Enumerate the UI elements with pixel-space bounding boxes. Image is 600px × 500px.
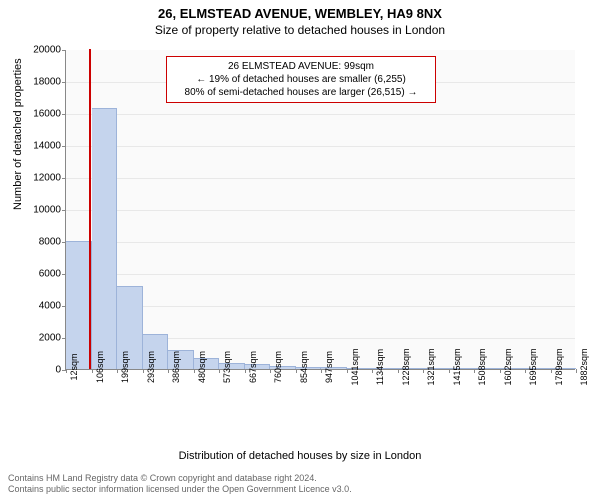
footer-line-2: Contains public sector information licen… [8,484,352,496]
x-tick-label: 854sqm [299,351,309,383]
x-tick-mark [398,369,399,373]
x-tick-label: 1508sqm [477,348,487,385]
y-tick-mark [62,178,66,179]
x-tick-mark [576,369,577,373]
x-tick-label: 12sqm [69,353,79,380]
x-tick-mark [117,369,118,373]
y-tick-label: 6000 [11,269,61,280]
x-tick-mark [551,369,552,373]
x-tick-mark [245,369,246,373]
x-tick-mark [372,369,373,373]
x-tick-mark [270,369,271,373]
grid-line [66,114,575,115]
y-tick-label: 4000 [11,301,61,312]
y-tick-mark [62,114,66,115]
grid-line [66,242,575,243]
x-tick-mark [194,369,195,373]
x-tick-mark [92,369,93,373]
x-tick-mark [347,369,348,373]
x-tick-label: 1134sqm [375,349,385,385]
x-tick-mark [500,369,501,373]
y-tick-label: 8000 [11,237,61,248]
y-tick-label: 14000 [11,141,61,152]
grid-line [66,274,575,275]
chart-area: 0200040006000800010000120001400016000180… [65,50,575,400]
x-tick-mark [449,369,450,373]
y-tick-label: 2000 [11,333,61,344]
x-tick-label: 1789sqm [554,348,564,385]
y-tick-label: 0 [11,365,61,376]
x-tick-label: 293sqm [146,351,156,383]
x-tick-label: 480sqm [197,351,207,383]
annotation-line1: 26 ELMSTEAD AVENUE: 99sqm [173,60,429,73]
main-title: 26, ELMSTEAD AVENUE, WEMBLEY, HA9 8NX [0,0,600,21]
y-tick-label: 18000 [11,77,61,88]
annotation-line2: ← 19% of detached houses are smaller (6,… [173,73,429,86]
x-axis-label: Distribution of detached houses by size … [0,450,600,462]
x-tick-mark [66,369,67,373]
y-tick-mark [62,82,66,83]
y-tick-mark [62,210,66,211]
y-tick-mark [62,50,66,51]
grid-line [66,210,575,211]
property-marker-line [89,49,91,369]
x-tick-label: 573sqm [222,351,232,383]
x-tick-mark [525,369,526,373]
x-tick-label: 1228sqm [401,348,411,385]
histogram-bar [92,108,118,369]
x-tick-mark [423,369,424,373]
x-tick-mark [219,369,220,373]
x-tick-mark [143,369,144,373]
y-tick-label: 20000 [11,45,61,56]
y-tick-mark [62,146,66,147]
x-tick-label: 667sqm [248,351,258,383]
x-tick-label: 760sqm [273,351,283,383]
histogram-bar [66,241,92,369]
x-tick-label: 199sqm [120,351,130,383]
x-tick-label: 947sqm [324,351,334,383]
x-tick-label: 1321sqm [426,348,436,385]
footer-attribution: Contains HM Land Registry data © Crown c… [8,473,352,496]
y-tick-label: 16000 [11,109,61,120]
y-tick-label: 10000 [11,205,61,216]
grid-line [66,178,575,179]
x-tick-mark [168,369,169,373]
histogram-plot: 0200040006000800010000120001400016000180… [65,50,575,370]
annotation-line3: 80% of semi-detached houses are larger (… [173,86,429,99]
annotation-callout: 26 ELMSTEAD AVENUE: 99sqm← 19% of detach… [166,56,436,103]
sub-title: Size of property relative to detached ho… [0,21,600,37]
x-tick-label: 1882sqm [579,348,589,385]
x-tick-mark [474,369,475,373]
x-tick-label: 1602sqm [503,348,513,385]
x-tick-label: 1695sqm [528,348,538,385]
x-tick-mark [296,369,297,373]
y-tick-label: 12000 [11,173,61,184]
x-tick-label: 1041sqm [350,348,360,385]
grid-line [66,146,575,147]
x-tick-label: 386sqm [171,351,181,383]
footer-line-1: Contains HM Land Registry data © Crown c… [8,473,352,485]
x-tick-label: 106sqm [95,351,105,383]
x-tick-label: 1415sqm [452,348,462,385]
x-tick-mark [321,369,322,373]
